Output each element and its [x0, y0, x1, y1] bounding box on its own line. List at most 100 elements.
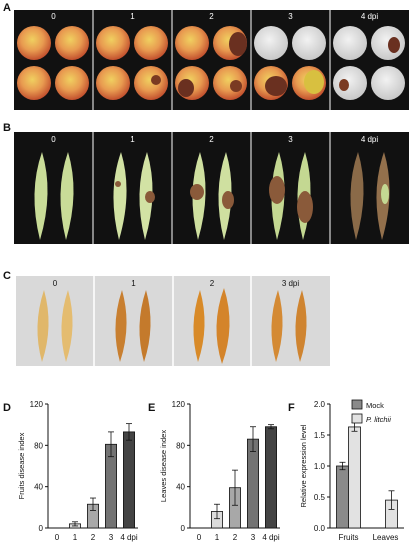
detached-tile-label: 2: [209, 279, 215, 288]
leaf-tile-label: 1: [130, 135, 135, 144]
lesion: [190, 184, 204, 200]
panel-letter-e: E: [148, 402, 156, 414]
legend-label: P. litchii: [366, 415, 391, 424]
leaf-photos: [34, 132, 390, 244]
leaf-tile-label: 0: [51, 135, 56, 144]
x-tick-label: 3: [109, 533, 114, 542]
lesion: [339, 79, 349, 91]
legend-swatch: [351, 413, 363, 424]
y-tick-label: 80: [34, 441, 43, 450]
lesion: [230, 80, 242, 92]
y-tick-label: 0: [39, 524, 44, 533]
fruit: [55, 66, 89, 100]
leaf: [139, 290, 151, 362]
leaf-pair-1: [115, 290, 151, 362]
leaf-tile-label: 4 dpi: [360, 135, 379, 144]
bar: [265, 426, 277, 529]
lesion: [265, 76, 287, 96]
legend-swatch: [351, 399, 363, 410]
y-tick-label: 40: [34, 483, 43, 492]
y-tick-label: 80: [176, 441, 185, 450]
leaf: [61, 290, 73, 362]
x-tick-label: 2: [233, 533, 238, 542]
x-tick-label: 3: [251, 533, 256, 542]
lesion: [145, 191, 155, 203]
y-tick-label: 120: [172, 400, 186, 409]
leaf-pair-2: [193, 288, 230, 364]
fruit: [175, 26, 209, 60]
x-tick-label: 1: [215, 533, 220, 542]
fruit-photos: [17, 10, 405, 110]
x-tick-label: 0: [55, 533, 60, 542]
y-tick-label: 120: [30, 400, 44, 409]
panel-letter-a: A: [3, 2, 11, 14]
lesion: [269, 176, 285, 204]
fruit: [254, 26, 288, 60]
leaf: [216, 288, 230, 364]
legend-label: Mock: [366, 401, 384, 410]
y-tick-label: 2.0: [314, 400, 326, 409]
leaf-tile-label: 3: [288, 135, 293, 144]
panel-letter-b: B: [3, 122, 11, 134]
x-tick-label: 2: [91, 533, 96, 542]
panel-letter-c: C: [3, 270, 11, 282]
x-tick-label: 0: [197, 533, 202, 542]
leaf: [350, 152, 364, 240]
leaf: [113, 152, 127, 240]
x-tick-label: 4 dpi: [262, 533, 280, 542]
lesion: [229, 32, 247, 56]
x-tick-label: 4 dpi: [120, 533, 138, 542]
fruit-tile-label: 2: [209, 12, 214, 21]
fruit-photo-strip: [14, 10, 409, 110]
lesion: [178, 79, 194, 97]
fruit: [134, 26, 168, 60]
chart-d-fruits-disease-index: 0 40 80 120 Fruits disease index 0 1 2 3 4 dpi: [17, 400, 138, 542]
leaf: [115, 290, 127, 362]
leaf: [193, 290, 205, 362]
lesion: [222, 191, 234, 209]
x-tick-label: Fruits: [339, 533, 359, 542]
y-tick-label: 0.5: [314, 493, 326, 502]
fruit: [371, 26, 405, 60]
y-tick-label: 0: [181, 524, 186, 533]
fruit: [213, 66, 247, 100]
bar: [247, 438, 259, 529]
bar: [336, 465, 349, 529]
y-tick-label: 0.0: [314, 524, 326, 533]
fruit-tile-label: 0: [51, 12, 56, 21]
chart-e-leaves-disease-index: 0 40 80 120 Leaves disease index 0 1 2 3 4 dpi: [159, 400, 280, 542]
lesion: [151, 75, 161, 85]
fruit: [292, 26, 326, 60]
leaf-photo-strip: [14, 132, 409, 244]
y-tick-label: 1.5: [314, 431, 326, 440]
lesion: [388, 37, 400, 53]
healthy-patch: [381, 184, 389, 204]
leaf-tile-label: 2: [209, 135, 214, 144]
detached-leaf-photos: [37, 276, 307, 366]
leaf-pair-1: [113, 152, 155, 240]
fruit-tile-label: 1: [130, 12, 135, 21]
fruit: [134, 66, 168, 100]
y-tick-label: 40: [176, 483, 185, 492]
x-tick-label: Leaves: [373, 533, 399, 542]
detached-tile-label: 1: [131, 279, 136, 288]
fruit: [96, 66, 130, 100]
fruit: [55, 26, 89, 60]
fruit-tile-label: 3: [288, 12, 293, 21]
detached-tile-label: 0: [52, 279, 58, 288]
bar: [348, 426, 361, 529]
fruit: [371, 66, 405, 100]
x-tick-label: 1: [73, 533, 78, 542]
panel-letter-f: F: [288, 402, 295, 414]
leaf: [295, 290, 307, 362]
leaf-pair-3: [271, 290, 307, 362]
y-tick-label: 1.0: [314, 462, 326, 471]
leaf-pair-4: [350, 152, 390, 240]
leaf-pair-3: [269, 152, 313, 240]
leaf-pair-0: [34, 152, 74, 240]
leaf: [271, 290, 283, 362]
y-axis-label: Relative expression level: [299, 424, 308, 507]
lesion: [115, 181, 121, 187]
leaf: [37, 290, 49, 362]
fruit-tile-label: 4 dpi: [360, 12, 379, 21]
